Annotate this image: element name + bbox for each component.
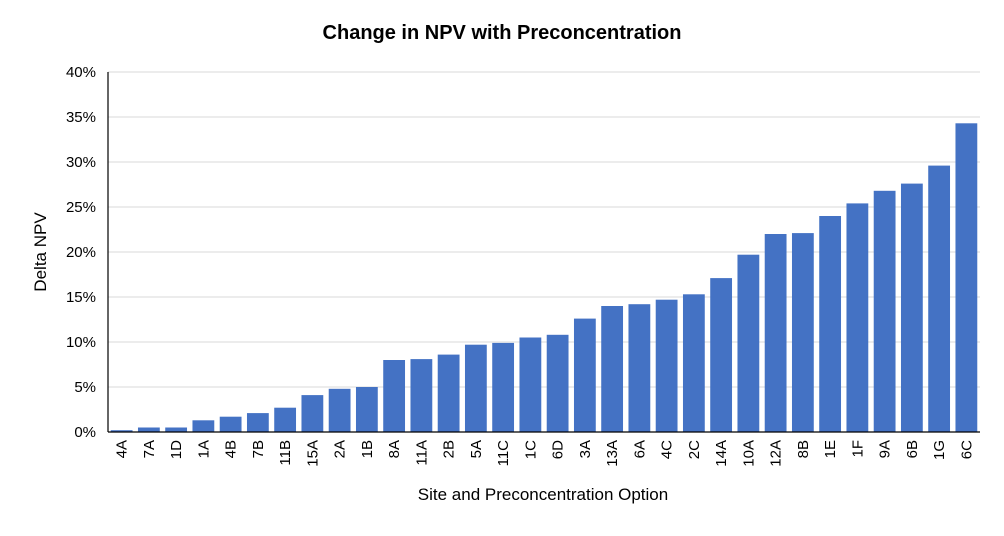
x-tick-label: 12A — [768, 440, 785, 467]
bar — [655, 299, 678, 432]
x-tick-label: 6A — [631, 440, 648, 458]
bar — [791, 233, 814, 432]
x-tick-label: 1A — [195, 440, 212, 458]
y-tick-label: 10% — [66, 334, 96, 351]
bar — [628, 304, 651, 432]
y-tick-label: 5% — [74, 379, 96, 396]
x-tick-label: 4B — [223, 440, 240, 458]
bar — [682, 294, 705, 432]
bar — [246, 413, 269, 432]
x-tick-label: 3A — [577, 440, 594, 458]
bar — [955, 123, 978, 433]
bar — [219, 416, 242, 432]
x-tick-label: 6B — [904, 440, 921, 458]
bar — [900, 183, 923, 432]
x-tick-label: 8B — [795, 440, 812, 458]
x-tick-label: 6C — [958, 440, 975, 459]
bar — [519, 337, 542, 432]
x-tick-label: 4C — [659, 440, 676, 459]
bar — [873, 190, 896, 432]
x-tick-label: 15A — [304, 440, 321, 467]
x-tick-label: 14A — [713, 440, 730, 467]
x-tick-label: 1B — [359, 440, 376, 458]
bar — [710, 278, 733, 432]
x-tick-label: 7A — [141, 440, 158, 458]
x-tick-label: 10A — [740, 440, 757, 467]
x-tick-label: 1E — [822, 440, 839, 458]
bar — [165, 427, 188, 432]
x-tick-label: 5A — [468, 440, 485, 458]
y-axis-ticks: 0% 5% 10% 15% 20% 25% 30% 35% 40% — [66, 64, 96, 441]
y-tick-label: 35% — [66, 109, 96, 126]
bar — [546, 334, 569, 432]
x-tick-label: 11C — [495, 440, 512, 467]
bars — [110, 123, 978, 433]
bar — [192, 420, 215, 432]
y-tick-label: 15% — [66, 289, 96, 306]
bar — [601, 306, 624, 432]
y-axis-title: Delta NPV — [31, 212, 50, 292]
x-tick-label: 7B — [250, 440, 267, 458]
x-axis-ticks: 4A 7A 1D 1A 4B 7B 11B 15A 2A 1B 8A 11A 2B 5A 11C 1C 6D 3A… — [114, 440, 976, 467]
bar — [492, 342, 515, 432]
bar — [437, 354, 460, 432]
x-tick-label: 1G — [931, 440, 948, 460]
bar — [383, 360, 406, 432]
bar — [274, 407, 297, 432]
x-tick-label: 2C — [686, 440, 703, 459]
bar — [928, 165, 951, 432]
x-tick-label: 6D — [550, 440, 567, 459]
x-tick-label: 1C — [522, 440, 539, 459]
x-tick-label: 2B — [441, 440, 458, 458]
bar — [573, 318, 596, 432]
x-tick-label: 8A — [386, 440, 403, 458]
y-tick-label: 40% — [66, 64, 96, 81]
gridlines — [108, 71, 980, 388]
x-tick-label: 2A — [332, 440, 349, 458]
x-tick-label: 4A — [114, 440, 131, 458]
x-tick-label: 1F — [849, 440, 866, 458]
bar — [301, 395, 324, 432]
bar — [464, 344, 487, 432]
bar — [819, 216, 842, 432]
y-tick-label: 20% — [66, 244, 96, 261]
x-tick-label: 11A — [413, 440, 430, 466]
x-tick-label: 9A — [877, 440, 894, 458]
y-tick-label: 0% — [74, 424, 96, 441]
bar — [737, 254, 760, 432]
bar — [328, 388, 351, 432]
y-tick-label: 25% — [66, 199, 96, 216]
bar — [110, 430, 133, 432]
x-tick-label: 11B — [277, 440, 294, 466]
x-axis-title: Site and Preconcentration Option — [418, 485, 668, 504]
bar — [137, 427, 160, 432]
y-tick-label: 30% — [66, 154, 96, 171]
bar — [846, 203, 869, 432]
bar — [410, 359, 433, 432]
chart-title: Change in NPV with Preconcentration — [323, 22, 682, 44]
bar — [764, 234, 787, 432]
bar — [355, 387, 378, 432]
x-tick-label: 13A — [604, 440, 621, 467]
x-tick-label: 1D — [168, 440, 185, 459]
